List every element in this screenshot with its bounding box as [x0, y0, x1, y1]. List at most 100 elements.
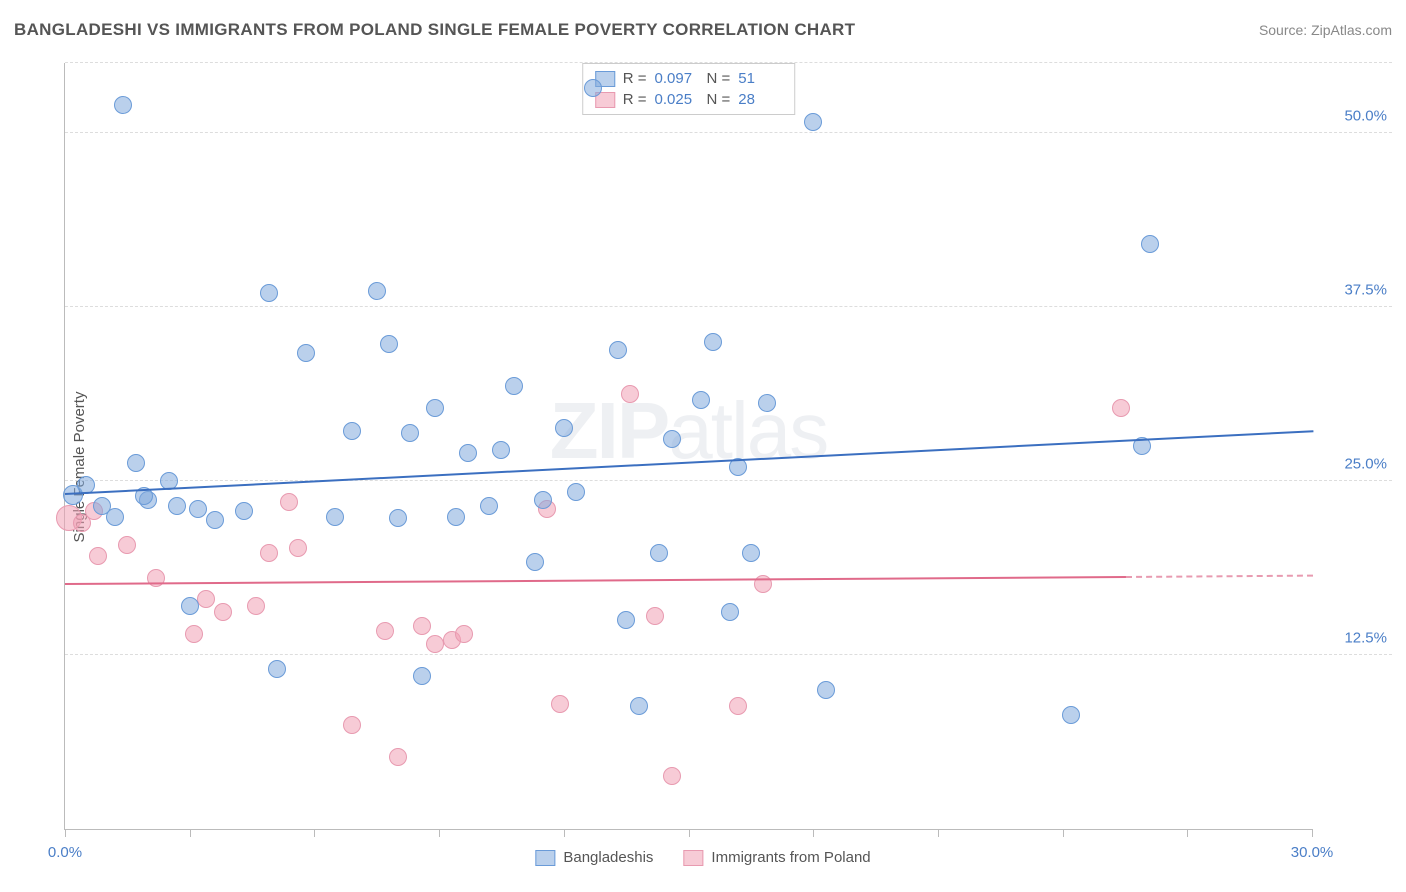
- x-tick: [439, 829, 440, 837]
- scatter-point-b: [621, 385, 639, 403]
- scatter-point-a: [663, 430, 681, 448]
- scatter-point-a: [721, 603, 739, 621]
- scatter-point-a: [584, 79, 602, 97]
- series-legend-item: Immigrants from Poland: [683, 849, 870, 866]
- scatter-point-a: [326, 508, 344, 526]
- scatter-point-b: [663, 767, 681, 785]
- scatter-point-a: [505, 377, 523, 395]
- legend-r-value: 0.097: [655, 70, 699, 87]
- scatter-point-a: [106, 508, 124, 526]
- gridline: [65, 132, 1392, 133]
- scatter-point-a: [368, 282, 386, 300]
- trendline: [1126, 575, 1313, 578]
- scatter-point-b: [185, 625, 203, 643]
- scatter-point-a: [534, 491, 552, 509]
- scatter-point-a: [206, 511, 224, 529]
- x-tick: [1312, 829, 1313, 837]
- scatter-point-a: [692, 391, 710, 409]
- source-text: Source: ZipAtlas.com: [1259, 22, 1392, 38]
- scatter-point-b: [551, 695, 569, 713]
- gridline: [65, 654, 1392, 655]
- x-tick-label: 0.0%: [48, 844, 82, 861]
- scatter-point-b: [343, 716, 361, 734]
- scatter-point-a: [380, 335, 398, 353]
- plot-area: ZIPatlas R =0.097N =51R =0.025N =28 12.5…: [64, 63, 1312, 830]
- gridline: [65, 62, 1392, 63]
- scatter-point-b: [389, 748, 407, 766]
- scatter-point-a: [389, 509, 407, 527]
- scatter-point-b: [147, 569, 165, 587]
- scatter-point-a: [1141, 235, 1159, 253]
- series-legend-label: Bangladeshis: [563, 849, 653, 866]
- legend-n-value: 51: [738, 70, 782, 87]
- series-legend-label: Immigrants from Poland: [711, 849, 870, 866]
- scatter-point-a: [492, 441, 510, 459]
- scatter-point-a: [235, 502, 253, 520]
- scatter-point-a: [1062, 706, 1080, 724]
- x-tick: [1063, 829, 1064, 837]
- scatter-point-b: [247, 597, 265, 615]
- x-tick: [314, 829, 315, 837]
- legend-swatch: [683, 850, 703, 866]
- stats-legend-row: R =0.097N =51: [595, 68, 783, 89]
- scatter-point-a: [260, 284, 278, 302]
- x-tick: [938, 829, 939, 837]
- x-tick: [564, 829, 565, 837]
- bottom-legend: Bangladeshis Immigrants from Poland: [535, 849, 870, 866]
- legend-n-label: N =: [707, 91, 731, 108]
- trendline: [65, 576, 1126, 585]
- chart-container: BANGLADESHI VS IMMIGRANTS FROM POLAND SI…: [0, 0, 1406, 892]
- scatter-point-a: [630, 697, 648, 715]
- stats-legend: R =0.097N =51R =0.025N =28: [582, 63, 796, 115]
- scatter-point-a: [817, 681, 835, 699]
- scatter-point-a: [704, 333, 722, 351]
- scatter-point-a: [758, 394, 776, 412]
- scatter-point-a: [268, 660, 286, 678]
- legend-r-label: R =: [623, 91, 647, 108]
- scatter-point-b: [729, 697, 747, 715]
- scatter-point-a: [804, 113, 822, 131]
- scatter-point-a: [401, 424, 419, 442]
- scatter-point-b: [455, 625, 473, 643]
- scatter-point-a: [189, 500, 207, 518]
- scatter-point-a: [168, 497, 186, 515]
- scatter-point-b: [89, 547, 107, 565]
- scatter-point-a: [413, 667, 431, 685]
- trendline: [65, 430, 1313, 495]
- gridline: [65, 480, 1392, 481]
- x-tick: [190, 829, 191, 837]
- scatter-point-a: [297, 344, 315, 362]
- scatter-point-a: [650, 544, 668, 562]
- scatter-point-b: [426, 635, 444, 653]
- scatter-point-b: [214, 603, 232, 621]
- x-tick: [813, 829, 814, 837]
- scatter-point-b: [289, 539, 307, 557]
- scatter-point-a: [617, 611, 635, 629]
- x-tick-label: 30.0%: [1291, 844, 1334, 861]
- scatter-point-a: [526, 553, 544, 571]
- scatter-point-a: [459, 444, 477, 462]
- y-tick-label: 50.0%: [1344, 107, 1387, 124]
- y-tick-label: 25.0%: [1344, 455, 1387, 472]
- scatter-point-a: [555, 419, 573, 437]
- y-tick-label: 12.5%: [1344, 629, 1387, 646]
- scatter-point-b: [646, 607, 664, 625]
- x-tick: [1187, 829, 1188, 837]
- scatter-point-b: [413, 617, 431, 635]
- scatter-point-b: [1112, 399, 1130, 417]
- series-legend-item: Bangladeshis: [535, 849, 653, 866]
- scatter-point-a: [426, 399, 444, 417]
- scatter-point-b: [197, 590, 215, 608]
- x-tick: [689, 829, 690, 837]
- chart-title: BANGLADESHI VS IMMIGRANTS FROM POLAND SI…: [14, 20, 855, 40]
- scatter-point-a: [181, 597, 199, 615]
- scatter-point-b: [280, 493, 298, 511]
- y-tick-label: 37.5%: [1344, 281, 1387, 298]
- title-bar: BANGLADESHI VS IMMIGRANTS FROM POLAND SI…: [14, 20, 1392, 40]
- scatter-point-a: [127, 454, 145, 472]
- scatter-point-b: [118, 536, 136, 554]
- scatter-point-b: [260, 544, 278, 562]
- scatter-point-a: [114, 96, 132, 114]
- scatter-point-a: [609, 341, 627, 359]
- legend-r-label: R =: [623, 70, 647, 87]
